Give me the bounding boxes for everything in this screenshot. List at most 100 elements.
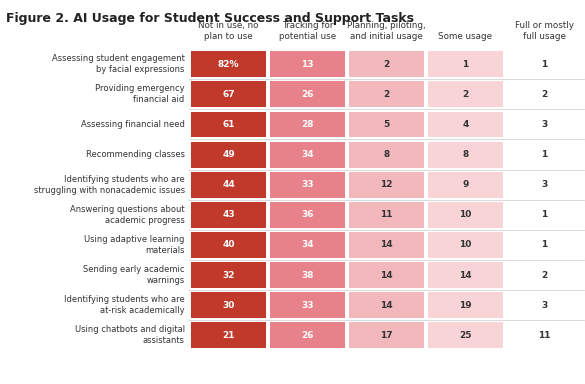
- FancyBboxPatch shape: [349, 81, 424, 108]
- FancyBboxPatch shape: [428, 81, 503, 108]
- Text: 21: 21: [222, 331, 235, 340]
- Text: 1: 1: [462, 60, 469, 69]
- Text: Figure 2. AI Usage for Student Success and Support Tasks: Figure 2. AI Usage for Student Success a…: [6, 12, 414, 25]
- Text: 67: 67: [222, 90, 235, 99]
- FancyBboxPatch shape: [428, 292, 503, 318]
- Text: 26: 26: [301, 90, 314, 99]
- FancyBboxPatch shape: [428, 202, 503, 228]
- FancyBboxPatch shape: [349, 172, 424, 198]
- FancyBboxPatch shape: [270, 142, 345, 167]
- Text: 9: 9: [462, 180, 469, 189]
- Text: 11: 11: [380, 210, 393, 219]
- Text: Assessing student engagement
by facial expressions: Assessing student engagement by facial e…: [52, 54, 185, 74]
- FancyBboxPatch shape: [507, 172, 582, 198]
- Text: 14: 14: [380, 301, 393, 310]
- FancyBboxPatch shape: [270, 81, 345, 108]
- Text: 1: 1: [541, 240, 548, 250]
- Text: 25: 25: [459, 331, 472, 340]
- Text: 38: 38: [301, 271, 314, 280]
- Text: Full or mostly
full usage: Full or mostly full usage: [515, 22, 574, 41]
- Text: Some usage: Some usage: [438, 32, 493, 41]
- Text: 17: 17: [380, 331, 393, 340]
- FancyBboxPatch shape: [349, 262, 424, 288]
- FancyBboxPatch shape: [428, 172, 503, 198]
- Text: 1: 1: [541, 60, 548, 69]
- FancyBboxPatch shape: [191, 51, 266, 77]
- FancyBboxPatch shape: [349, 112, 424, 137]
- Text: 10: 10: [459, 210, 472, 219]
- FancyBboxPatch shape: [428, 142, 503, 167]
- Text: 49: 49: [222, 150, 235, 159]
- Text: 3: 3: [541, 180, 548, 189]
- FancyBboxPatch shape: [270, 51, 345, 77]
- Text: 2: 2: [383, 60, 390, 69]
- FancyBboxPatch shape: [507, 323, 582, 348]
- Text: 14: 14: [459, 271, 472, 280]
- Text: 5: 5: [383, 120, 390, 129]
- Text: 10: 10: [459, 240, 472, 250]
- FancyBboxPatch shape: [191, 172, 266, 198]
- Text: 61: 61: [222, 120, 235, 129]
- Text: Using adaptive learning
materials: Using adaptive learning materials: [84, 235, 185, 255]
- Text: 32: 32: [222, 271, 235, 280]
- Text: 82%: 82%: [218, 60, 239, 69]
- FancyBboxPatch shape: [349, 51, 424, 77]
- Text: 44: 44: [222, 180, 235, 189]
- FancyBboxPatch shape: [191, 262, 266, 288]
- Text: Tracking for
potential use: Tracking for potential use: [279, 22, 336, 41]
- FancyBboxPatch shape: [270, 172, 345, 198]
- Text: Using chatbots and digital
assistants: Using chatbots and digital assistants: [74, 325, 185, 345]
- Text: 19: 19: [459, 301, 472, 310]
- FancyBboxPatch shape: [191, 232, 266, 258]
- Text: 12: 12: [380, 180, 393, 189]
- Text: 11: 11: [538, 331, 550, 340]
- Text: 33: 33: [301, 301, 314, 310]
- FancyBboxPatch shape: [507, 232, 582, 258]
- FancyBboxPatch shape: [428, 323, 503, 348]
- FancyBboxPatch shape: [507, 292, 582, 318]
- FancyBboxPatch shape: [428, 51, 503, 77]
- Text: 1: 1: [541, 210, 548, 219]
- FancyBboxPatch shape: [270, 202, 345, 228]
- FancyBboxPatch shape: [507, 81, 582, 108]
- FancyBboxPatch shape: [507, 142, 582, 167]
- Text: 26: 26: [301, 331, 314, 340]
- Text: 3: 3: [541, 301, 548, 310]
- FancyBboxPatch shape: [191, 112, 266, 137]
- FancyBboxPatch shape: [349, 292, 424, 318]
- FancyBboxPatch shape: [507, 112, 582, 137]
- Text: 2: 2: [541, 271, 548, 280]
- FancyBboxPatch shape: [270, 112, 345, 137]
- FancyBboxPatch shape: [191, 202, 266, 228]
- Text: 43: 43: [222, 210, 235, 219]
- Text: 4: 4: [462, 120, 469, 129]
- Text: 30: 30: [222, 301, 235, 310]
- FancyBboxPatch shape: [428, 232, 503, 258]
- FancyBboxPatch shape: [191, 81, 266, 108]
- Text: 3: 3: [541, 120, 548, 129]
- Text: 34: 34: [301, 150, 314, 159]
- FancyBboxPatch shape: [349, 232, 424, 258]
- Text: 40: 40: [222, 240, 235, 250]
- FancyBboxPatch shape: [349, 202, 424, 228]
- Text: 13: 13: [301, 60, 314, 69]
- FancyBboxPatch shape: [349, 142, 424, 167]
- Text: 2: 2: [462, 90, 469, 99]
- FancyBboxPatch shape: [428, 262, 503, 288]
- Text: Providing emergency
financial aid: Providing emergency financial aid: [95, 84, 185, 104]
- FancyBboxPatch shape: [191, 142, 266, 167]
- Text: Recommending classes: Recommending classes: [85, 150, 185, 159]
- Text: Identifying students who are
struggling with nonacademic issues: Identifying students who are struggling …: [33, 175, 185, 195]
- Text: Planning, piloting,
and initial usage: Planning, piloting, and initial usage: [347, 22, 426, 41]
- Text: 8: 8: [383, 150, 390, 159]
- FancyBboxPatch shape: [191, 323, 266, 348]
- FancyBboxPatch shape: [191, 292, 266, 318]
- FancyBboxPatch shape: [270, 262, 345, 288]
- FancyBboxPatch shape: [428, 112, 503, 137]
- Text: 2: 2: [541, 90, 548, 99]
- Text: Identifying students who are
at-risk academically: Identifying students who are at-risk aca…: [64, 295, 185, 315]
- Text: 34: 34: [301, 240, 314, 250]
- Text: 8: 8: [462, 150, 469, 159]
- Text: 14: 14: [380, 271, 393, 280]
- FancyBboxPatch shape: [270, 232, 345, 258]
